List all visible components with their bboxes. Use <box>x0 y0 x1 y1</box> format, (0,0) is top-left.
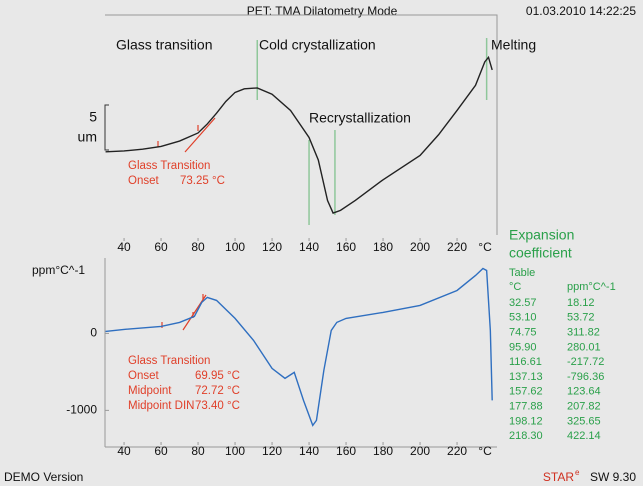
x-tick-label: 200 <box>410 444 430 458</box>
event-label: Melting <box>491 37 536 53</box>
version: SW 9.30 <box>590 470 636 484</box>
demo-label: DEMO Version <box>4 470 83 484</box>
y-axis-label: ppm°C^-1 <box>32 263 85 277</box>
result-name: Midpoint <box>128 385 172 397</box>
event-label: Glass transition <box>116 37 212 53</box>
x-tick-label: 60 <box>154 240 168 254</box>
table-cell: 53.10 <box>509 312 537 324</box>
result-title: Glass Transition <box>128 160 210 172</box>
x-tick-label: 220 <box>447 240 467 254</box>
table-cell: 137.13 <box>509 371 543 383</box>
x-tick-label: 160 <box>336 444 356 458</box>
x-tick-label: 220 <box>447 444 467 458</box>
x-tick-label: 140 <box>299 444 319 458</box>
result-value: 72.72 °C <box>195 385 240 397</box>
x-tick-label: 100 <box>225 240 245 254</box>
table-cell: 422.14 <box>567 430 601 442</box>
result-value: 69.95 °C <box>195 370 240 382</box>
x-tick-label: 180 <box>373 240 393 254</box>
table-cell: 116.61 <box>509 356 542 368</box>
curve <box>105 267 493 427</box>
x-tick-label: 140 <box>299 240 319 254</box>
table-title: coefficient <box>509 245 572 261</box>
title: PET: TMA Dilatometry Mode <box>247 4 398 18</box>
table-cell: 157.62 <box>509 386 543 398</box>
x-axis-label: °C <box>478 444 492 458</box>
result-title: Glass Transition <box>128 355 210 367</box>
x-tick-label: 40 <box>117 444 131 458</box>
scale-bar <box>104 104 109 151</box>
table-cell: 325.65 <box>567 415 601 427</box>
table-cell: 18.12 <box>567 297 595 309</box>
table-cell: 74.75 <box>509 327 537 339</box>
scale-unit: um <box>78 129 97 145</box>
table-header: °C <box>509 281 521 293</box>
frame-top <box>105 14 498 235</box>
table-cell: 198.12 <box>509 415 543 427</box>
table-header: ppm°C^-1 <box>567 281 616 293</box>
scale-value: 5 <box>89 109 97 125</box>
x-tick-label: 80 <box>191 444 205 458</box>
result-name: Onset <box>128 175 159 187</box>
table-cell: 218.30 <box>509 430 543 442</box>
table-cell: 207.82 <box>567 401 601 413</box>
curve <box>105 55 493 214</box>
event-label: Recrystallization <box>309 110 411 126</box>
x-tick-label: 180 <box>373 444 393 458</box>
result-name: Onset <box>128 370 159 382</box>
x-tick-label: 120 <box>262 444 282 458</box>
result-name: Midpoint DIN <box>128 400 194 412</box>
table-cell: 53.72 <box>567 312 595 324</box>
table-cell: -796.36 <box>567 371 604 383</box>
table-cell: 177.88 <box>509 401 543 413</box>
table-cell: 32.57 <box>509 297 537 309</box>
table-cell: 123.64 <box>567 386 601 398</box>
x-axis-label: °C <box>478 240 492 254</box>
table-cell: -217.72 <box>567 356 604 368</box>
datetime: 01.03.2010 14:22:25 <box>526 4 636 18</box>
result-value: 73.40 °C <box>195 400 240 412</box>
y-tick-label: 0 <box>90 326 97 340</box>
x-tick-label: 120 <box>262 240 282 254</box>
x-tick-label: 60 <box>154 444 168 458</box>
brand: STAR <box>543 470 574 484</box>
y-tick-label: -1000 <box>66 403 97 417</box>
event-label: Cold crystallization <box>259 37 376 53</box>
table-cell: 95.90 <box>509 341 537 353</box>
table-cell: 311.82 <box>567 327 600 339</box>
table-cell: 280.01 <box>567 341 601 353</box>
table-title: Expansion <box>509 227 574 243</box>
x-tick-label: 160 <box>336 240 356 254</box>
result-value: 73.25 °C <box>180 175 225 187</box>
x-tick-label: 200 <box>410 240 430 254</box>
x-tick-label: 40 <box>117 240 131 254</box>
table-caption: Table <box>509 267 535 279</box>
x-tick-label: 100 <box>225 444 245 458</box>
brand-sup: e <box>575 468 580 477</box>
x-tick-label: 80 <box>191 240 205 254</box>
